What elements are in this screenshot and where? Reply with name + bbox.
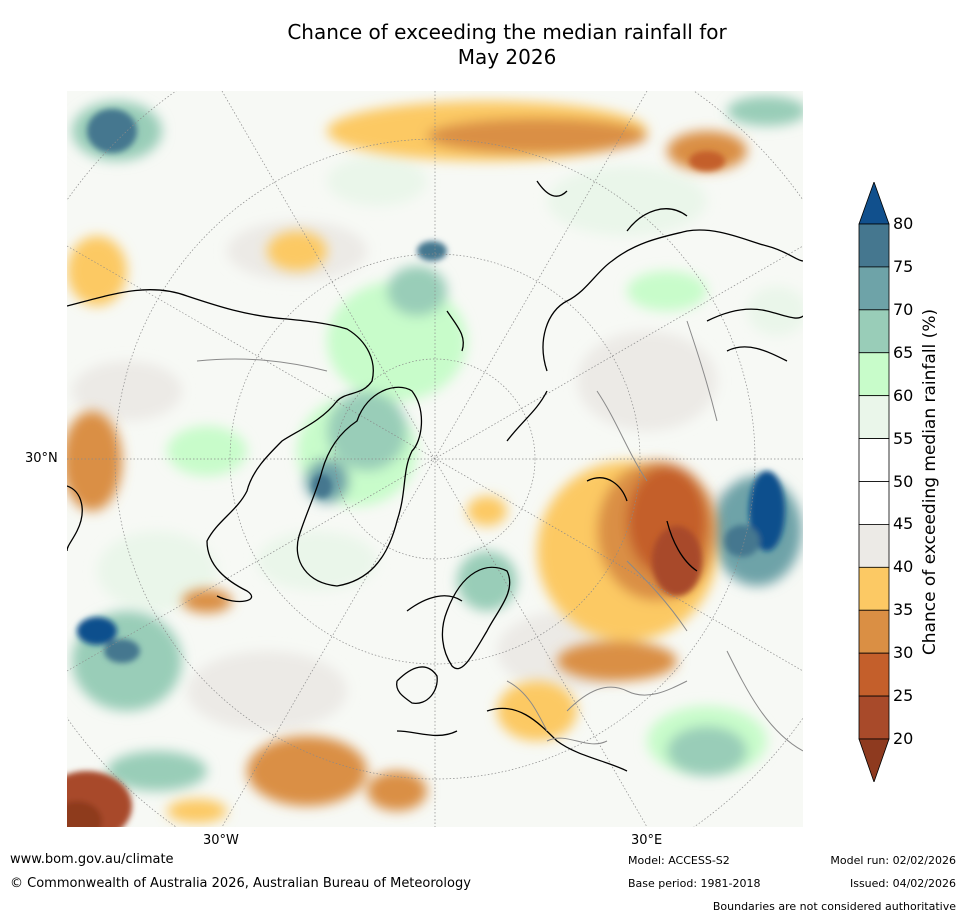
colorbar-extend-below	[858, 738, 890, 782]
chart-title: Chance of exceeding the median rainfall …	[0, 20, 965, 70]
copyright-text: © Commonwealth of Australia 2026, Austra…	[10, 876, 471, 891]
colorbar	[858, 182, 890, 782]
lat-label-30n: 30°N	[25, 451, 58, 466]
boundary-disclaimer: Boundaries are not considered authoritat…	[712, 900, 956, 913]
colorbar-band-b40_45	[858, 524, 890, 568]
strong-wetter-patches	[77, 109, 785, 663]
colorbar-tick-70: 70	[893, 299, 914, 319]
colorbar-tick-65: 65	[893, 342, 914, 362]
colorbar-extend-above	[858, 182, 890, 225]
colorbar-tick-25: 25	[893, 686, 914, 706]
colorbar-tick-40: 40	[893, 557, 914, 577]
model-run-date: Model run: 02/02/2026	[830, 854, 956, 867]
issued-date: Issued: 04/02/2026	[849, 877, 956, 890]
colorbar-band-b50_55	[858, 438, 890, 482]
country-boundaries	[196, 320, 803, 752]
colorbar-tick-30: 30	[893, 643, 914, 663]
colorbar-band-b35_40	[858, 566, 890, 611]
colorbar-band-b30_35	[858, 609, 890, 654]
title-line-2: May 2026	[457, 45, 557, 69]
colorbar-title: Chance of exceeding median rainfall (%)	[920, 308, 940, 656]
colorbar-band-b45_50	[858, 481, 890, 525]
colorbar-tick-50: 50	[893, 471, 914, 491]
strong-drier-patches	[67, 151, 725, 827]
website-url[interactable]: www.bom.gov.au/climate	[10, 852, 174, 867]
lon-label-30w: 30°W	[203, 833, 239, 848]
colorbar-tick-60: 60	[893, 385, 914, 405]
model-name: Model: ACCESS-S2	[628, 854, 730, 867]
rainfall-probability-map	[67, 91, 803, 827]
lon-label-30e: 30°E	[631, 833, 663, 848]
colorbar-band-b55_60	[858, 395, 890, 439]
title-line-1: Chance of exceeding the median rainfall …	[287, 20, 727, 44]
colorbar-band-b25_30	[858, 652, 890, 697]
colorbar-band-b60_65	[858, 352, 890, 397]
colorbar-tick-55: 55	[893, 428, 914, 448]
colorbar-tick-45: 45	[893, 514, 914, 534]
colorbar-tick-80: 80	[893, 214, 914, 233]
colorbar-tick-20: 20	[893, 729, 914, 748]
colorbar-band-b20_25	[858, 695, 890, 740]
colorbar-band-b75_80	[858, 223, 890, 268]
base-period: Base period: 1981-2018	[628, 877, 761, 890]
colorbar-tick-35: 35	[893, 600, 914, 620]
coastlines	[67, 180, 803, 772]
colorbar-band-b65_70	[858, 309, 890, 354]
graticule	[67, 91, 803, 827]
colorbar-tick-75: 75	[893, 256, 914, 276]
colorbar-band-b70_75	[858, 266, 890, 311]
